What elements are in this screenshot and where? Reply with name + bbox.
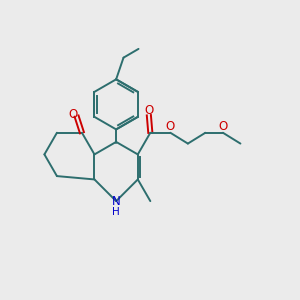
- Text: N: N: [112, 195, 121, 208]
- Text: H: H: [112, 207, 120, 217]
- Text: O: O: [68, 108, 78, 121]
- Text: O: O: [218, 120, 227, 134]
- Text: O: O: [144, 104, 154, 117]
- Text: O: O: [166, 120, 175, 134]
